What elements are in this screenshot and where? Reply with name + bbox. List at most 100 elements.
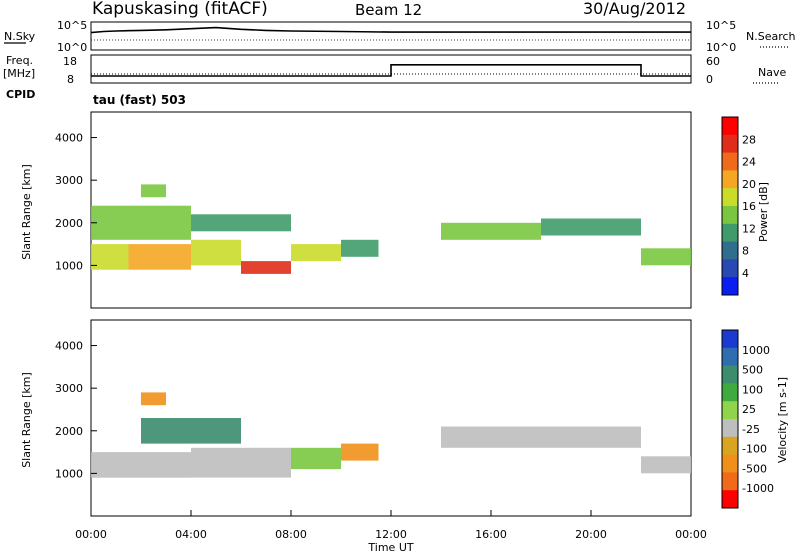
x-tick-label: 04:00 — [175, 528, 207, 541]
colorbar-swatch — [722, 454, 738, 473]
date-title: 30/Aug/2012 — [583, 0, 686, 18]
cpid-text: tau (fast) 503 — [93, 93, 186, 107]
freq-panel-frame — [90, 54, 692, 84]
x-tick-label: 08:00 — [275, 528, 307, 541]
y-tick-label: 2000 — [55, 425, 83, 438]
colorbar-swatch — [722, 188, 738, 207]
x-tick-label: 00:00 — [675, 528, 707, 541]
heatmap-cell — [191, 214, 291, 232]
colorbar-tick-label: -100 — [742, 443, 767, 456]
count-tick-bottom: 10^0 — [57, 41, 87, 54]
colorbar-tick-label: 4 — [742, 267, 749, 280]
colorbar-tick-label: 16 — [742, 200, 756, 213]
velocity-heatmap — [91, 392, 691, 478]
colorbar-swatch — [722, 206, 738, 225]
colorbar-swatch — [722, 170, 738, 189]
colorbar-swatch — [722, 152, 738, 171]
colorbar-swatch — [722, 383, 738, 402]
colorbar-swatch — [722, 223, 738, 243]
colorbar-swatch — [722, 401, 738, 420]
heatmap-cell — [441, 222, 541, 240]
colorbar-swatch — [722, 134, 738, 154]
cpid-label: CPID — [6, 88, 35, 101]
station-title: Kapuskasing (fitACF) — [92, 0, 268, 19]
heatmap-cell — [641, 248, 691, 266]
nsearch-label: N.Search — [746, 30, 796, 43]
heatmap-cell — [441, 426, 641, 448]
heatmap-cell — [341, 239, 379, 257]
nave-label: Nave — [758, 66, 786, 79]
power-heatmap — [91, 184, 691, 274]
power-y-axis-label: Slant Range [km] — [20, 164, 33, 260]
colorbar-tick-label: 100 — [742, 383, 763, 396]
heatmap-cell — [141, 418, 241, 444]
colorbar-frame — [721, 116, 739, 296]
velocity-x-ticks: 00:00 04:00 08:00 12:00 16:00 20:00 00:00 — [75, 510, 707, 541]
x-tick-label: 00:00 — [75, 528, 107, 541]
colorbar-swatch — [722, 436, 738, 456]
colorbar-swatch — [722, 330, 738, 349]
velocity-colorbar-label: Velocity [m s-1] — [776, 377, 789, 463]
colorbar-tick-label: 1000 — [742, 344, 770, 357]
colorbar-tick-label: -500 — [742, 462, 767, 475]
colorbar-tick-label: 20 — [742, 178, 756, 191]
colorbar-swatch — [722, 347, 738, 367]
nsky-label: N.Sky — [4, 30, 36, 43]
count-tick-top-right: 10^5 — [706, 19, 736, 32]
power-colorbar: 4 8 12 16 20 24 28 — [721, 116, 756, 296]
x-axis-label: Time UT — [367, 541, 413, 554]
heatmap-cell — [141, 184, 166, 198]
freq-tick-top: 18 — [63, 55, 77, 68]
colorbar-swatch — [722, 472, 738, 491]
colorbar-tick-label: 24 — [742, 156, 756, 169]
freq-unit: [MHz] — [3, 67, 35, 80]
colorbar-tick-label: 500 — [742, 364, 763, 377]
y-tick-label: 4000 — [55, 132, 83, 145]
colorbar-swatch — [722, 277, 738, 296]
heatmap-cell — [91, 205, 191, 240]
y-tick-label: 1000 — [55, 467, 83, 480]
count-tick-top: 10^5 — [57, 19, 87, 32]
x-tick-label: 12:00 — [375, 528, 407, 541]
heatmap-cell — [128, 244, 191, 270]
colorbar-tick-label: -1000 — [742, 482, 774, 495]
velocity-y-axis-label: Slant Range [km] — [20, 372, 33, 468]
freq-series-line — [91, 64, 691, 77]
colorbar-swatch — [722, 365, 738, 384]
colorbar-swatch — [722, 241, 738, 260]
colorbar-swatch — [722, 259, 738, 278]
heatmap-cell — [541, 218, 641, 236]
heatmap-cell — [141, 392, 166, 406]
colorbar-tick-label: -25 — [742, 423, 760, 436]
velocity-colorbar: 1000 500 100 25 -25 -100 -500 -1000 — [721, 329, 774, 509]
freq-label: Freq. — [6, 54, 33, 67]
power-y-ticks: 1000 2000 3000 4000 — [55, 132, 97, 272]
heatmap-cell — [341, 443, 379, 461]
colorbar-tick-label: 25 — [742, 403, 756, 416]
noise-panel-frame — [90, 21, 692, 51]
colorbar-tick-label: 28 — [742, 133, 756, 146]
y-tick-label: 2000 — [55, 217, 83, 230]
heatmap-cell — [91, 244, 129, 270]
y-tick-label: 4000 — [55, 340, 83, 353]
count-tick-bottom-right: 10^0 — [706, 41, 736, 54]
colorbar-swatch — [722, 419, 738, 438]
colorbar-tick-label: 12 — [742, 222, 756, 235]
y-tick-label: 3000 — [55, 174, 83, 187]
heatmap-cell — [191, 447, 291, 478]
freq-tick-bottom: 8 — [67, 73, 74, 86]
x-tick-label: 16:00 — [475, 528, 507, 541]
y-tick-label: 1000 — [55, 259, 83, 272]
nave-tick-top: 60 — [706, 55, 720, 68]
velocity-y-ticks: 1000 2000 3000 4000 — [55, 340, 97, 480]
heatmap-cell — [191, 239, 241, 266]
heatmap-cell — [291, 244, 341, 262]
colorbar-tick-label: 8 — [742, 245, 749, 258]
colorbar-swatch — [722, 490, 738, 509]
heatmap-cell — [641, 456, 691, 474]
nsky-series-line — [90, 26, 691, 34]
heatmap-cell — [241, 261, 291, 274]
heatmap-cell — [91, 452, 191, 478]
heatmap-cell — [291, 447, 341, 470]
